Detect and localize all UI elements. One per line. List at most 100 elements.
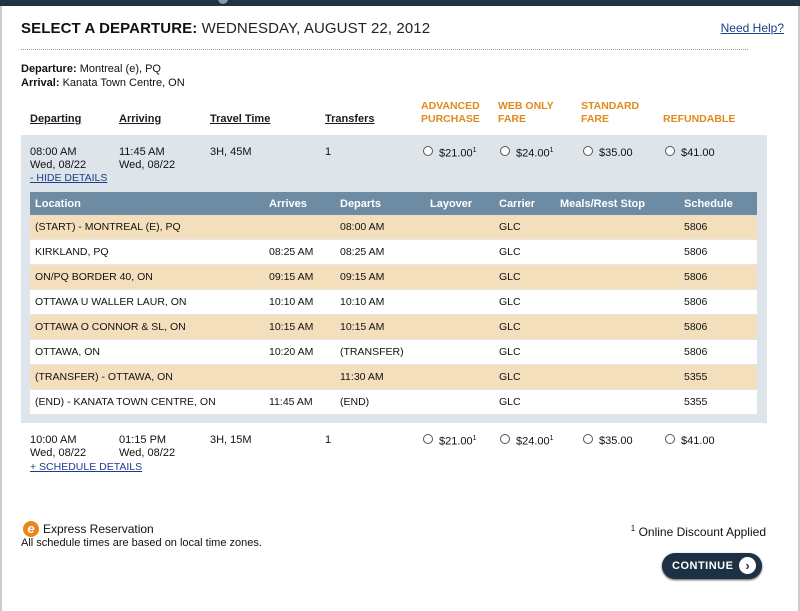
- fare-radio-standard[interactable]: [583, 434, 593, 444]
- schedule-details-link[interactable]: + SCHEDULE DETAILS: [30, 461, 143, 473]
- fare-refundable: $41.00: [681, 147, 715, 159]
- cell-location: KIRKLAND, PQ: [35, 246, 109, 258]
- discount-text: Online Discount Applied: [638, 525, 766, 539]
- online-discount-note: 1 Online Discount Applied: [631, 524, 766, 539]
- discount-mark: 1: [472, 147, 477, 154]
- trip-2-travel-time: 3H, 15M: [210, 434, 252, 446]
- hdr-arrives: Arrives: [269, 197, 307, 210]
- fare-radio-refundable[interactable]: [665, 146, 675, 156]
- hdr-location: Location: [35, 197, 81, 210]
- arrival-value: Kanata Town Centre, ON: [62, 77, 185, 89]
- need-help-link[interactable]: Need Help?: [720, 21, 784, 35]
- trip-2-transfers: 1: [325, 434, 332, 446]
- col-advanced-purchase: ADVANCED PURCHASE: [421, 100, 480, 126]
- cell-location: (END) - KANATA TOWN CENTRE, ON: [35, 396, 216, 408]
- cell-departs: 11:30 AM: [340, 371, 384, 383]
- hdr-carrier: Carrier: [499, 197, 536, 210]
- web-line1: WEB ONLY: [498, 100, 554, 112]
- cell-departs: 09:15 AM: [340, 271, 385, 283]
- advanced-line1: ADVANCED: [421, 100, 480, 112]
- col-refundable: REFUNDABLE: [663, 113, 736, 125]
- express-reservation-label: Express Reservation: [43, 522, 154, 536]
- cell-schedule: 5806: [684, 246, 708, 258]
- continue-button[interactable]: CONTINUE ›: [662, 553, 762, 579]
- depart-date: Wed, 08/22: [30, 447, 87, 459]
- hdr-schedule: Schedule: [684, 197, 733, 210]
- table-row: (END) - KANATA TOWN CENTRE, ON 11:45 AM (E…: [30, 390, 757, 415]
- depart-time: 08:00 AM: [30, 146, 77, 158]
- table-row: OTTAWA, ON 10:20 AM (TRANSFER) GLC 5806: [30, 340, 757, 365]
- fare-radio-standard[interactable]: [583, 146, 593, 156]
- page-title: SELECT A DEPARTURE: WEDNESDAY, AUGUST 22…: [21, 20, 430, 37]
- trip-1-depart: 08:00 AM Wed, 08/22: [30, 146, 86, 172]
- standard-line2: FARE: [581, 113, 610, 125]
- cell-arrives: 10:10 AM: [269, 296, 314, 308]
- fare-advanced: $21.001: [439, 147, 477, 160]
- web-line2: FARE: [498, 113, 527, 125]
- continue-label: CONTINUE: [672, 560, 734, 572]
- discount-mark: 1: [472, 435, 477, 442]
- fare-radio-advanced[interactable]: [423, 434, 433, 444]
- fare-radio-web[interactable]: [500, 434, 510, 444]
- arrive-date: Wed, 08/22: [119, 159, 176, 171]
- cell-carrier: GLC: [499, 296, 521, 308]
- hdr-layover: Layover: [430, 197, 473, 210]
- cell-location: OTTAWA O CONNOR & SL, ON: [35, 321, 186, 333]
- advanced-line2: PURCHASE: [421, 113, 480, 125]
- col-departing[interactable]: Departing: [30, 113, 82, 125]
- cell-carrier: GLC: [499, 246, 521, 258]
- cell-location: OTTAWA U WALLER LAUR, ON: [35, 296, 187, 308]
- cell-carrier: GLC: [499, 396, 521, 408]
- depart-time: 10:00 AM: [30, 434, 77, 446]
- timezone-note: All schedule times are based on local ti…: [21, 537, 262, 549]
- cell-departs: (END): [340, 396, 370, 408]
- fare-radio-refundable[interactable]: [665, 434, 675, 444]
- hide-details-link[interactable]: - HIDE DETAILS: [30, 172, 108, 184]
- fare-radio-advanced[interactable]: [423, 146, 433, 156]
- cell-arrives: 09:15 AM: [269, 271, 314, 283]
- fare-standard: $35.00: [599, 147, 633, 159]
- fare-standard: $35.00: [599, 435, 633, 447]
- trip-2-arrive: 01:15 PM Wed, 08/22: [119, 434, 175, 460]
- departure-value: Montreal (e), PQ: [79, 63, 161, 75]
- cell-location: OTTAWA, ON: [35, 346, 100, 358]
- cell-departs: (TRANSFER): [340, 346, 404, 358]
- trip-2-depart: 10:00 AM Wed, 08/22: [30, 434, 86, 460]
- title-prefix: SELECT A DEPARTURE:: [21, 20, 198, 37]
- cell-arrives: 08:25 AM: [269, 246, 314, 258]
- col-transfers[interactable]: Transfers: [325, 113, 375, 125]
- cell-departs: 08:00 AM: [340, 221, 385, 233]
- hdr-meals: Meals/Rest Stop: [560, 197, 645, 210]
- fare-radio-web[interactable]: [500, 146, 510, 156]
- table-row: (TRANSFER) - OTTAWA, ON 11:30 AM GLC 5355: [30, 365, 757, 390]
- fare-web: $24.001: [516, 435, 554, 448]
- cell-arrives: 10:15 AM: [269, 321, 314, 333]
- col-web-only-fare: WEB ONLY FARE: [498, 100, 554, 126]
- dotted-divider: [21, 49, 748, 50]
- arrow-right-icon: ›: [739, 557, 756, 574]
- cell-schedule: 5806: [684, 346, 708, 358]
- table-row: ON/PQ BORDER 40, ON 09:15 AM 09:15 AM GLC 58…: [30, 265, 757, 290]
- route-summary: Departure: Montreal (e), PQ Arrival: Kan…: [21, 62, 185, 90]
- standard-line1: STANDARD: [581, 100, 640, 112]
- table-row: OTTAWA U WALLER LAUR, ON 10:10 AM 10:10 AM…: [30, 290, 757, 315]
- discount-mark: 1: [549, 435, 554, 442]
- arrival-label: Arrival:: [21, 77, 60, 89]
- col-arriving[interactable]: Arriving: [119, 113, 162, 125]
- schedule-details-table: Location Arrives Departs Layover Carrier…: [30, 192, 757, 415]
- frame-border-left: [0, 6, 2, 611]
- hdr-departs: Departs: [340, 197, 381, 210]
- cell-carrier: GLC: [499, 271, 521, 283]
- details-body: (START) - MONTREAL (E), PQ 08:00 AM GLC 580…: [30, 215, 757, 415]
- cell-carrier: GLC: [499, 346, 521, 358]
- cell-departs: 10:15 AM: [340, 321, 385, 333]
- cell-location: (START) - MONTREAL (E), PQ: [35, 221, 181, 233]
- cell-carrier: GLC: [499, 321, 521, 333]
- table-row: OTTAWA O CONNOR & SL, ON 10:15 AM 10:15 AM…: [30, 315, 757, 340]
- cell-schedule: 5806: [684, 221, 708, 233]
- title-date: WEDNESDAY, AUGUST 22, 2012: [201, 20, 431, 37]
- col-travel-time[interactable]: Travel Time: [210, 113, 271, 125]
- arrive-time: 01:15 PM: [119, 434, 167, 446]
- arrive-date: Wed, 08/22: [119, 447, 176, 459]
- discount-mark: 1: [549, 147, 554, 154]
